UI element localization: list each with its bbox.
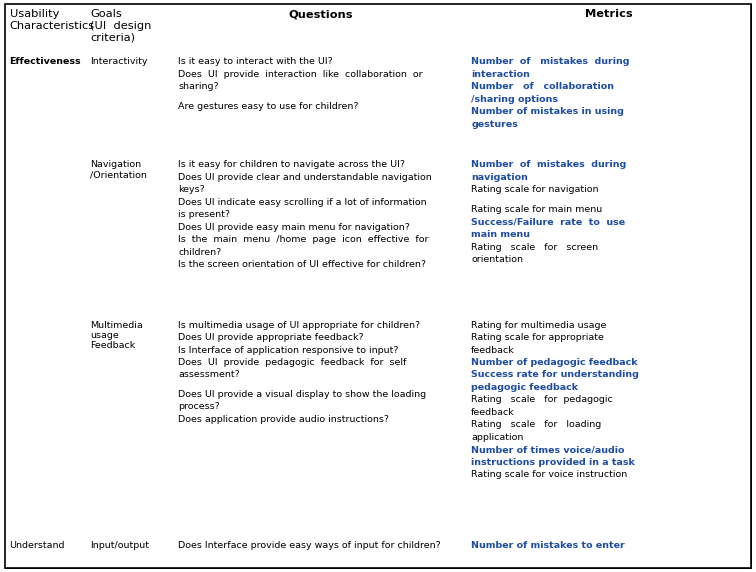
Text: Number of pedagogic feedback: Number of pedagogic feedback bbox=[471, 358, 638, 367]
Text: Rating scale for voice instruction: Rating scale for voice instruction bbox=[471, 470, 627, 479]
Text: Metrics: Metrics bbox=[585, 10, 633, 19]
Text: Effectiveness: Effectiveness bbox=[10, 58, 81, 66]
Text: Rating scale for navigation: Rating scale for navigation bbox=[471, 185, 599, 194]
Text: interaction: interaction bbox=[471, 70, 530, 79]
Text: keys?: keys? bbox=[178, 185, 205, 194]
Bar bbox=[85, 4, 174, 52]
Text: Is multimedia usage of UI appropriate for children?: Is multimedia usage of UI appropriate fo… bbox=[178, 320, 420, 329]
Text: Number   of   collaboration: Number of collaboration bbox=[471, 82, 615, 92]
Text: Does  UI  provide  pedagogic  feedback  for  self: Does UI provide pedagogic feedback for s… bbox=[178, 358, 407, 367]
Text: Input/output: Input/output bbox=[90, 541, 149, 550]
Text: Does  UI  provide  interaction  like  collaboration  or: Does UI provide interaction like collabo… bbox=[178, 70, 423, 79]
Text: Usability
Characteristics: Usability Characteristics bbox=[10, 10, 94, 31]
Bar bbox=[5, 155, 85, 315]
Text: instructions provided in a task: instructions provided in a task bbox=[471, 458, 635, 467]
Text: Rating   scale   for   loading: Rating scale for loading bbox=[471, 420, 602, 430]
Text: Is Interface of application responsive to input?: Is Interface of application responsive t… bbox=[178, 345, 398, 355]
Bar bbox=[174, 52, 466, 155]
Bar bbox=[174, 155, 466, 315]
Text: Is the screen orientation of UI effective for children?: Is the screen orientation of UI effectiv… bbox=[178, 260, 426, 269]
Text: Rating for multimedia usage: Rating for multimedia usage bbox=[471, 320, 606, 329]
Text: Does UI indicate easy scrolling if a lot of information: Does UI indicate easy scrolling if a lot… bbox=[178, 198, 426, 206]
Text: Is it easy to interact with the UI?: Is it easy to interact with the UI? bbox=[178, 58, 333, 66]
Bar bbox=[466, 535, 751, 568]
Bar bbox=[5, 4, 85, 52]
Text: Success/Failure  rate  to  use: Success/Failure rate to use bbox=[471, 218, 625, 227]
Text: Understand: Understand bbox=[10, 541, 65, 550]
Text: Does UI provide easy main menu for navigation?: Does UI provide easy main menu for navig… bbox=[178, 223, 410, 232]
Text: orientation: orientation bbox=[471, 255, 523, 264]
Text: gestures: gestures bbox=[471, 120, 518, 129]
Bar bbox=[85, 52, 174, 155]
Text: Does UI provide appropriate feedback?: Does UI provide appropriate feedback? bbox=[178, 333, 364, 342]
Text: feedback: feedback bbox=[471, 408, 515, 417]
Text: Number  of   mistakes  during: Number of mistakes during bbox=[471, 58, 630, 66]
Text: feedback: feedback bbox=[471, 345, 515, 355]
Text: main menu: main menu bbox=[471, 230, 530, 239]
Text: Interactivity: Interactivity bbox=[90, 58, 147, 66]
Text: navigation: navigation bbox=[471, 173, 528, 182]
Text: Does application provide audio instructions?: Does application provide audio instructi… bbox=[178, 415, 389, 424]
Bar bbox=[85, 315, 174, 535]
Text: assessment?: assessment? bbox=[178, 371, 240, 379]
Text: Rating   scale   for  pedagogic: Rating scale for pedagogic bbox=[471, 395, 613, 404]
Text: Rating scale for main menu: Rating scale for main menu bbox=[471, 205, 603, 214]
Text: Is it easy for children to navigate across the UI?: Is it easy for children to navigate acro… bbox=[178, 160, 405, 169]
Text: children?: children? bbox=[178, 248, 222, 257]
Text: sharing?: sharing? bbox=[178, 82, 218, 92]
Text: Success rate for understanding: Success rate for understanding bbox=[471, 371, 639, 379]
Text: process?: process? bbox=[178, 402, 220, 411]
Text: application: application bbox=[471, 433, 524, 442]
Bar bbox=[5, 52, 85, 155]
Bar bbox=[85, 155, 174, 315]
Text: Rating scale for appropriate: Rating scale for appropriate bbox=[471, 333, 604, 342]
Text: Number of mistakes to enter: Number of mistakes to enter bbox=[471, 541, 625, 550]
Text: Number of mistakes in using: Number of mistakes in using bbox=[471, 108, 624, 116]
Text: Questions: Questions bbox=[288, 10, 352, 19]
Bar bbox=[466, 52, 751, 155]
Text: Are gestures easy to use for children?: Are gestures easy to use for children? bbox=[178, 102, 358, 111]
Text: Multimedia
usage
Feedback: Multimedia usage Feedback bbox=[90, 320, 143, 351]
Text: Is  the  main  menu  /home  page  icon  effective  for: Is the main menu /home page icon effecti… bbox=[178, 235, 429, 244]
Text: pedagogic feedback: pedagogic feedback bbox=[471, 383, 578, 392]
Text: Does UI provide clear and understandable navigation: Does UI provide clear and understandable… bbox=[178, 173, 432, 182]
Bar bbox=[174, 535, 466, 568]
Text: Goals
(UI  design
criteria): Goals (UI design criteria) bbox=[90, 10, 151, 43]
Bar bbox=[5, 535, 85, 568]
Text: is present?: is present? bbox=[178, 210, 230, 219]
Bar bbox=[174, 315, 466, 535]
Bar bbox=[466, 4, 751, 52]
Text: Does UI provide a visual display to show the loading: Does UI provide a visual display to show… bbox=[178, 390, 426, 399]
Text: Number of times voice/audio: Number of times voice/audio bbox=[471, 445, 624, 454]
Bar bbox=[174, 4, 466, 52]
Text: /sharing options: /sharing options bbox=[471, 95, 558, 104]
Text: Rating   scale   for   screen: Rating scale for screen bbox=[471, 243, 599, 252]
Text: Number  of  mistakes  during: Number of mistakes during bbox=[471, 160, 627, 169]
Bar bbox=[466, 315, 751, 535]
Bar bbox=[5, 315, 85, 535]
Bar bbox=[466, 155, 751, 315]
Text: Navigation
/Orientation: Navigation /Orientation bbox=[90, 160, 147, 180]
Bar bbox=[85, 535, 174, 568]
Text: Does Interface provide easy ways of input for children?: Does Interface provide easy ways of inpu… bbox=[178, 541, 441, 550]
